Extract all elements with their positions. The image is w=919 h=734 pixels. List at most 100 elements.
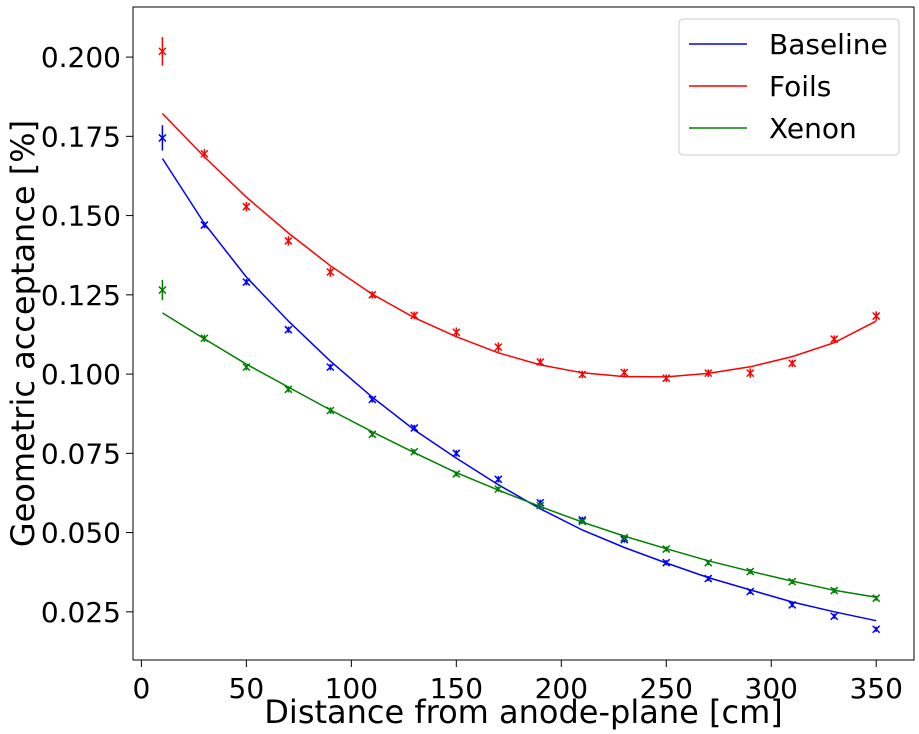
x-marker-stroke — [326, 406, 335, 415]
y-tick-label: 0.200 — [41, 41, 121, 74]
x-marker-stroke — [326, 267, 335, 277]
legend-label-baseline: Baseline — [769, 28, 888, 61]
data-point-baseline — [410, 423, 419, 432]
data-point-foils — [494, 342, 503, 352]
x-marker-stroke — [284, 325, 293, 334]
data-point-xenon — [326, 406, 335, 415]
x-marker-stroke — [704, 558, 713, 567]
legend-box — [678, 18, 900, 156]
x-marker-stroke — [704, 369, 713, 378]
data-point-foils — [788, 359, 797, 368]
data-point-foils — [578, 370, 587, 379]
x-marker-stroke — [620, 368, 629, 377]
data-point-baseline — [200, 221, 209, 230]
x-marker-stroke — [200, 221, 209, 230]
x-tick-label: 0 — [132, 672, 150, 705]
x-marker-stroke — [200, 149, 209, 158]
y-axis-label: Geometric acceptance [%] — [4, 120, 42, 547]
data-point-xenon — [704, 558, 713, 567]
data-point-foils — [536, 357, 545, 367]
x-marker-stroke — [158, 47, 167, 56]
data-point-baseline — [830, 612, 839, 621]
data-point-xenon — [830, 586, 839, 595]
data-point-baseline — [452, 449, 461, 458]
x-marker-stroke — [536, 501, 545, 510]
y-tick-label: 0.100 — [41, 358, 121, 391]
fit-line-foils — [161, 112, 877, 378]
x-marker-stroke — [620, 533, 629, 542]
x-marker-stroke — [830, 612, 839, 621]
x-tick-label: 50 — [229, 672, 265, 705]
x-tick-label: 100 — [325, 672, 378, 705]
data-point-xenon — [158, 279, 167, 301]
x-marker-stroke — [452, 328, 461, 337]
x-marker-stroke — [326, 363, 335, 372]
data-point-baseline — [158, 125, 167, 151]
data-point-foils — [746, 368, 755, 378]
x-marker-stroke — [872, 625, 881, 634]
x-marker-stroke — [368, 395, 377, 404]
x-axis-ticks: 0 50 100 150 200 250 300 350 — [132, 660, 903, 705]
data-point-xenon — [746, 567, 755, 576]
data-point-baseline — [494, 475, 503, 484]
y-tick-label: 0.150 — [41, 200, 121, 233]
y-tick-label: 0.075 — [41, 437, 121, 470]
data-point-foils — [620, 368, 629, 377]
x-marker-stroke — [200, 334, 209, 343]
x-marker-stroke — [662, 374, 671, 383]
x-marker-stroke — [704, 574, 713, 583]
legend: Baseline Foils Xenon — [678, 18, 900, 156]
x-marker-stroke — [158, 286, 167, 295]
x-tick-label: 200 — [535, 672, 588, 705]
data-point-xenon — [368, 430, 377, 439]
data-point-baseline — [746, 587, 755, 596]
plot-area — [132, 6, 915, 661]
data-point-foils — [662, 374, 671, 383]
data-point-xenon — [242, 363, 251, 372]
x-tick-label: 300 — [745, 672, 798, 705]
y-tick-label: 0.025 — [41, 596, 121, 629]
data-point-foils — [452, 327, 461, 337]
x-marker-stroke — [788, 359, 797, 368]
data-point-baseline — [284, 325, 293, 334]
x-tick-label: 350 — [849, 672, 902, 705]
x-marker-stroke — [452, 449, 461, 458]
x-marker-stroke — [662, 558, 671, 567]
data-point-xenon — [872, 594, 881, 603]
x-marker-stroke — [242, 202, 251, 211]
series-layer — [158, 37, 881, 634]
y-tick-label: 0.125 — [41, 279, 121, 312]
fit-line-xenon — [162, 312, 877, 598]
x-marker-stroke — [368, 290, 377, 299]
x-marker-stroke — [746, 369, 755, 378]
data-point-foils — [242, 201, 251, 212]
data-point-foils — [410, 311, 419, 320]
data-point-xenon — [494, 485, 503, 494]
data-point-baseline — [872, 625, 881, 634]
data-point-xenon — [578, 517, 587, 526]
data-point-xenon — [410, 447, 419, 456]
data-point-foils — [158, 37, 167, 66]
x-marker-stroke — [746, 567, 755, 576]
x-marker-stroke — [158, 133, 167, 142]
x-marker-stroke — [830, 335, 839, 344]
x-marker-stroke — [872, 312, 881, 321]
x-marker-stroke — [284, 236, 293, 245]
x-marker-stroke — [788, 577, 797, 586]
data-point-foils — [368, 290, 377, 299]
x-tick-label: 150 — [430, 672, 483, 705]
x-marker-stroke — [830, 586, 839, 595]
data-point-baseline — [704, 574, 713, 583]
data-point-xenon — [200, 334, 209, 343]
data-point-xenon — [536, 501, 545, 510]
series-foils — [158, 37, 881, 383]
x-marker-stroke — [746, 587, 755, 596]
data-point-xenon — [452, 469, 461, 478]
series-xenon — [158, 279, 881, 603]
data-point-foils — [704, 369, 713, 378]
data-point-foils — [830, 335, 839, 344]
legend-label-xenon: Xenon — [769, 112, 857, 145]
series-baseline — [158, 125, 881, 634]
data-point-baseline — [662, 558, 671, 567]
